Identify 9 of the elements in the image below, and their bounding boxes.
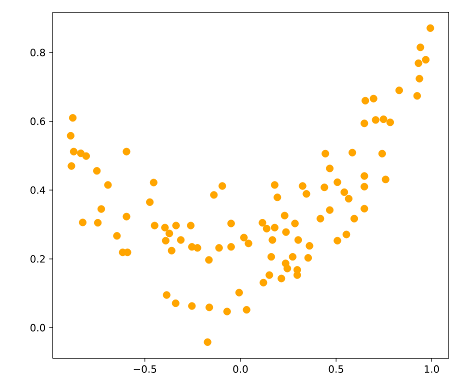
y-tick-label: 0.0 (30, 324, 46, 332)
y-tick-label: 0.8 (30, 48, 46, 56)
y-tick-label: 0.4 (30, 186, 46, 194)
y-tick-label: 0.2 (30, 255, 45, 263)
x-tick-label: 1.0 (424, 365, 439, 373)
x-tick-label: 0.5 (328, 365, 344, 373)
x-tick-label: 0.0 (233, 365, 248, 373)
y-tick-label: 0.6 (30, 118, 46, 126)
x-tick-label: −0.5 (134, 365, 156, 373)
